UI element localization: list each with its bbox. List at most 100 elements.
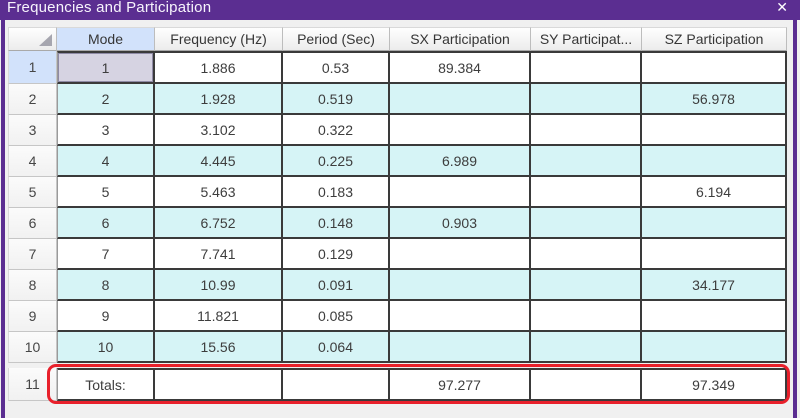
cell-sz[interactable]: 56.978 bbox=[642, 84, 787, 115]
window-border-left bbox=[1, 16, 5, 418]
table-row: 9 9 11.821 0.085 bbox=[8, 301, 787, 332]
row-header[interactable]: 9 bbox=[8, 301, 57, 332]
cell-period[interactable] bbox=[283, 368, 390, 401]
window-titlebar: Frequencies and Participation ✕ bbox=[0, 0, 800, 20]
cell-mode[interactable]: 2 bbox=[57, 84, 155, 115]
cell-sy[interactable] bbox=[531, 301, 642, 332]
cell-sz[interactable] bbox=[642, 146, 787, 177]
column-header-sz-participation[interactable]: SZ Participation bbox=[642, 27, 787, 51]
cell-period[interactable]: 0.53 bbox=[283, 51, 390, 84]
row-header[interactable]: 3 bbox=[8, 115, 57, 146]
cell-mode[interactable]: 6 bbox=[57, 208, 155, 239]
cell-mode[interactable]: 10 bbox=[57, 332, 155, 363]
row-header[interactable]: 8 bbox=[8, 270, 57, 301]
column-header-period[interactable]: Period (Sec) bbox=[283, 27, 390, 51]
cell-sx[interactable] bbox=[390, 177, 531, 208]
cell-sy[interactable] bbox=[531, 332, 642, 363]
cell-sx[interactable]: 0.903 bbox=[390, 208, 531, 239]
table-row: 2 2 1.928 0.519 56.978 bbox=[8, 84, 787, 115]
cell-sz[interactable]: 34.177 bbox=[642, 270, 787, 301]
cell-sz[interactable] bbox=[642, 208, 787, 239]
cell-sz[interactable]: 6.194 bbox=[642, 177, 787, 208]
cell-sy[interactable] bbox=[531, 84, 642, 115]
cell-sx[interactable] bbox=[390, 115, 531, 146]
column-header-mode[interactable]: Mode bbox=[57, 27, 155, 51]
row-header[interactable]: 1 bbox=[8, 51, 57, 84]
cell-period[interactable]: 0.148 bbox=[283, 208, 390, 239]
cell-freq[interactable]: 11.821 bbox=[155, 301, 283, 332]
cell-freq[interactable]: 7.741 bbox=[155, 239, 283, 270]
cell-sz[interactable] bbox=[642, 301, 787, 332]
results-grid: Mode Frequency (Hz) Period (Sec) SX Part… bbox=[8, 27, 790, 404]
cell-sx[interactable]: 89.384 bbox=[390, 51, 531, 84]
cell-sz[interactable] bbox=[642, 115, 787, 146]
cell-mode[interactable]: 4 bbox=[57, 146, 155, 177]
cell-sx[interactable] bbox=[390, 270, 531, 301]
cell-freq[interactable]: 15.56 bbox=[155, 332, 283, 363]
table-row: 10 10 15.56 0.064 bbox=[8, 332, 787, 363]
cell-sx[interactable]: 97.277 bbox=[390, 368, 531, 401]
cell-sy[interactable] bbox=[531, 270, 642, 301]
table-row: 1 1 1.886 0.53 89.384 bbox=[8, 51, 787, 84]
cell-period[interactable]: 0.129 bbox=[283, 239, 390, 270]
row-header[interactable]: 11 bbox=[8, 368, 57, 401]
cell-sy[interactable] bbox=[531, 146, 642, 177]
cell-sy[interactable] bbox=[531, 239, 642, 270]
table-row: 3 3 3.102 0.322 bbox=[8, 115, 787, 146]
cell-sx[interactable]: 6.989 bbox=[390, 146, 531, 177]
cell-sx[interactable] bbox=[390, 84, 531, 115]
cell-sz[interactable] bbox=[642, 239, 787, 270]
cell-sz[interactable] bbox=[642, 51, 787, 84]
cell-mode[interactable]: 8 bbox=[57, 270, 155, 301]
cell-mode[interactable]: 5 bbox=[57, 177, 155, 208]
column-header-sy-participation[interactable]: SY Participat... bbox=[531, 27, 642, 51]
cell-period[interactable]: 0.183 bbox=[283, 177, 390, 208]
row-header[interactable]: 2 bbox=[8, 84, 57, 115]
cell-freq[interactable]: 3.102 bbox=[155, 115, 283, 146]
cell-mode[interactable]: 1 bbox=[57, 51, 155, 84]
cell-freq[interactable]: 5.463 bbox=[155, 177, 283, 208]
cell-mode[interactable]: 3 bbox=[57, 115, 155, 146]
cell-period[interactable]: 0.091 bbox=[283, 270, 390, 301]
cell-period[interactable]: 0.064 bbox=[283, 332, 390, 363]
cell-freq[interactable]: 10.99 bbox=[155, 270, 283, 301]
cell-freq[interactable]: 6.752 bbox=[155, 208, 283, 239]
row-header[interactable]: 5 bbox=[8, 177, 57, 208]
cell-period[interactable]: 0.322 bbox=[283, 115, 390, 146]
cell-freq[interactable]: 4.445 bbox=[155, 146, 283, 177]
cell-mode[interactable]: 7 bbox=[57, 239, 155, 270]
cell-period[interactable]: 0.085 bbox=[283, 301, 390, 332]
cell-mode[interactable]: 9 bbox=[57, 301, 155, 332]
cell-sz[interactable] bbox=[642, 332, 787, 363]
column-header-frequency[interactable]: Frequency (Hz) bbox=[155, 27, 283, 51]
table-row: 5 5 5.463 0.183 6.194 bbox=[8, 177, 787, 208]
corner-triangle-icon bbox=[39, 34, 52, 46]
cell-period[interactable]: 0.519 bbox=[283, 84, 390, 115]
cell-sx[interactable] bbox=[390, 301, 531, 332]
cell-sy[interactable] bbox=[531, 177, 642, 208]
grid-body: 1 1 1.886 0.53 89.384 2 2 1.928 0.519 56.978 3 3 3.1… bbox=[8, 51, 787, 401]
cell-sx[interactable] bbox=[390, 239, 531, 270]
select-all-corner[interactable] bbox=[8, 27, 57, 51]
window-title: Frequencies and Participation bbox=[7, 0, 212, 16]
cell-freq[interactable]: 1.928 bbox=[155, 84, 283, 115]
cell-sy[interactable] bbox=[531, 115, 642, 146]
cell-sy[interactable] bbox=[531, 368, 642, 401]
cell-sx[interactable] bbox=[390, 332, 531, 363]
table-row: 7 7 7.741 0.129 bbox=[8, 239, 787, 270]
row-header[interactable]: 4 bbox=[8, 146, 57, 177]
cell-freq[interactable] bbox=[155, 368, 283, 401]
row-header[interactable]: 6 bbox=[8, 208, 57, 239]
cell-freq[interactable]: 1.886 bbox=[155, 51, 283, 84]
row-header[interactable]: 10 bbox=[8, 332, 57, 363]
cell-sy[interactable] bbox=[531, 208, 642, 239]
cell-sy[interactable] bbox=[531, 51, 642, 84]
close-icon[interactable]: ✕ bbox=[776, 0, 788, 15]
cell-period[interactable]: 0.225 bbox=[283, 146, 390, 177]
table-row: 6 6 6.752 0.148 0.903 bbox=[8, 208, 787, 239]
cell-mode[interactable]: Totals: bbox=[57, 368, 155, 401]
row-header[interactable]: 7 bbox=[8, 239, 57, 270]
cell-sz[interactable]: 97.349 bbox=[642, 368, 787, 401]
column-header-sx-participation[interactable]: SX Participation bbox=[390, 27, 531, 51]
window-border-right bbox=[793, 16, 797, 418]
